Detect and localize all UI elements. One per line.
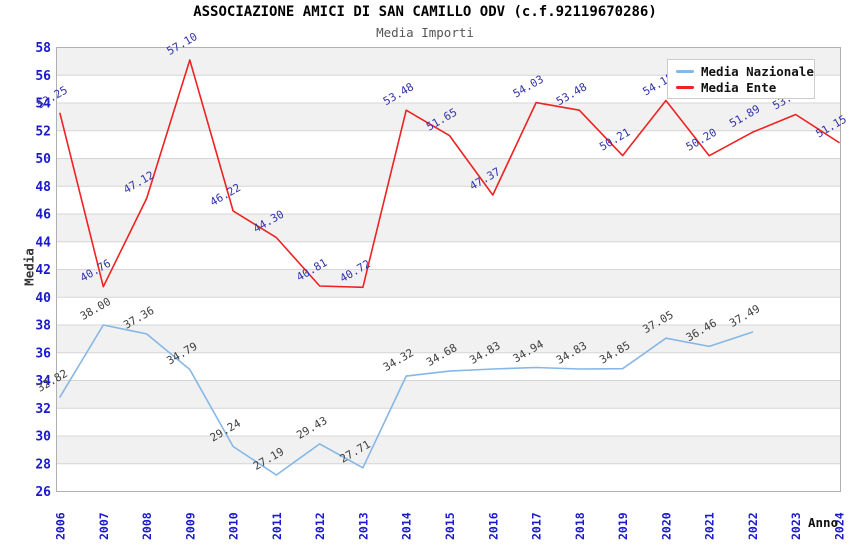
y-tick-label: 42 [35, 263, 51, 278]
chart-title: ASSOCIAZIONE AMICI DI SAN CAMILLO ODV (c… [193, 4, 657, 20]
legend-swatch-media-nazionale-icon [676, 69, 694, 73]
plot-band [56, 436, 841, 464]
x-tick-label: 2014 [400, 512, 414, 540]
plot-band [56, 269, 841, 298]
y-tick-label: 28 [35, 457, 51, 472]
x-axis-title: Anno [808, 515, 839, 530]
y-tick-label: 44 [35, 235, 51, 250]
legend-label-media-nazionale: Media Nazionale [701, 63, 814, 79]
y-tick-label: 50 [35, 152, 51, 167]
y-tick-label: 32 [35, 402, 51, 417]
y-axis-title: Media [21, 248, 37, 286]
legend-label-media-ente: Media Ente [701, 79, 777, 95]
x-tick-label: 2016 [486, 512, 500, 540]
plot-band [56, 103, 841, 131]
x-tick-label: 2023 [789, 512, 803, 540]
y-tick-label: 46 [35, 208, 51, 223]
plot-band [56, 380, 841, 409]
chart-legend: Media Nazionale Media Ente [667, 59, 815, 99]
x-tick-label: 2008 [140, 512, 154, 540]
legend-swatch-media-ente-icon [676, 85, 694, 89]
y-tick-label: 34 [35, 374, 51, 389]
legend-item-media-nazionale[interactable]: Media Nazionale [676, 64, 814, 79]
x-tick-label: 2019 [616, 512, 630, 540]
x-tick-label: 2013 [356, 512, 370, 540]
legend-item-media-ente[interactable]: Media Ente [676, 80, 814, 95]
plot-band [56, 325, 841, 353]
y-tick-label: 52 [35, 124, 51, 139]
y-tick-label: 56 [35, 69, 51, 84]
series-line-media-nazionale [59, 324, 754, 476]
x-tick-label: 2010 [227, 512, 241, 540]
plot-band [56, 158, 841, 187]
y-tick-label: 30 [35, 430, 51, 445]
plot-border [56, 47, 841, 492]
point-label: 38.00 [78, 295, 113, 323]
series-line-media-ente [59, 59, 840, 289]
y-tick-label: 40 [35, 291, 51, 306]
x-tick-label: 2012 [313, 512, 327, 540]
x-tick-label: 2009 [183, 512, 197, 540]
x-tick-label: 2018 [573, 512, 587, 540]
x-tick-label: 2015 [443, 512, 457, 540]
y-tick-label: 58 [35, 41, 51, 56]
y-tick-label: 48 [35, 180, 51, 195]
x-tick-label: 2020 [659, 512, 673, 540]
x-tick-label: 2017 [530, 512, 544, 540]
x-tick-label: 2021 [703, 512, 717, 540]
x-tick-label: 2007 [97, 512, 111, 540]
x-tick-label: 2006 [54, 512, 68, 540]
x-tick-label: 2011 [270, 512, 284, 540]
y-tick-label: 26 [35, 485, 51, 500]
plot-band [56, 214, 841, 242]
x-tick-label: 2022 [746, 512, 760, 540]
point-label: 54.03 [511, 73, 546, 101]
y-tick-label: 38 [35, 319, 51, 334]
y-tick-label: 36 [35, 346, 51, 361]
chart-subtitle: Media Importi [376, 25, 474, 40]
x-tick-label: 2024 [833, 512, 847, 540]
y-tick-label: 54 [35, 97, 51, 112]
